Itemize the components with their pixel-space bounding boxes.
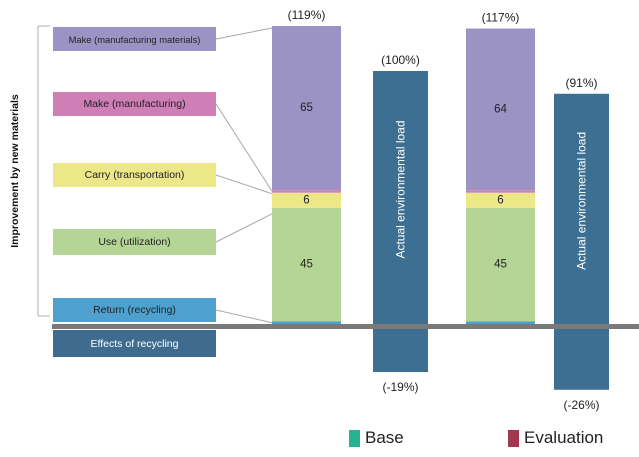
- stack-2-value-3: 6: [497, 194, 503, 206]
- stack-2-total-label: (117%): [482, 11, 520, 25]
- load-bar-2-text: Actual environmental load: [575, 132, 589, 270]
- category-box-4: [53, 229, 216, 255]
- connector-line-5: [215, 309, 273, 324]
- category-label-6: Effects of recycling: [90, 337, 179, 350]
- legend-item-evaluation: Evaluation: [508, 428, 603, 448]
- stack-1-segment-2: [272, 207, 341, 322]
- legend-swatch-evaluation: [508, 429, 519, 447]
- category-box-6: [53, 330, 216, 357]
- stack-1-value-5: 65: [300, 102, 313, 114]
- category-box-1: [53, 27, 216, 51]
- connector-line-1: [215, 27, 273, 40]
- load-bar-1-top-label: (100%): [381, 53, 420, 67]
- load-bar-1: [373, 71, 428, 373]
- stack-1-segment-5: [272, 26, 341, 191]
- category-label-5: Return (recycling): [93, 304, 176, 316]
- legend-item-base: Base: [349, 428, 404, 448]
- stack-2-segment-4: [466, 190, 535, 193]
- stack-2-segment-1: [466, 321, 535, 324]
- category-label-3: Carry (transportation): [84, 169, 185, 181]
- category-box-3: [53, 163, 216, 187]
- connector-line-3: [215, 174, 273, 195]
- stack-1-segment-4: [272, 190, 341, 193]
- category-box-2: [53, 92, 216, 116]
- category-label-1: Make (manufacturing materials): [68, 33, 201, 45]
- stack-1-total-label: (119%): [288, 8, 326, 22]
- legend-label-base: Base: [365, 428, 404, 447]
- stack-2-segment-2: [466, 207, 535, 322]
- load-bar-1-text: Actual environmental load: [394, 120, 408, 258]
- stack-2-value-5: 64: [494, 103, 507, 115]
- load-bar-2-top-label: (91%): [565, 76, 597, 90]
- y-axis-label: Improvement by new materials: [9, 94, 21, 248]
- load-bar-2: [554, 93, 609, 390]
- legend: Base Evaluation: [0, 428, 639, 452]
- stack-1-value-2: 45: [300, 259, 313, 271]
- load-bar-1-bottom-label: (-19%): [382, 380, 418, 394]
- stack-1-segment-1: [272, 321, 341, 324]
- load-bar-2-bottom-label: (-26%): [563, 398, 599, 412]
- connector-line-4: [215, 213, 273, 243]
- connector-line-2: [215, 103, 273, 192]
- stack-2-segment-3: [466, 192, 535, 208]
- stack-2-value-2: 45: [494, 259, 507, 271]
- legend-label-evaluation: Evaluation: [524, 428, 604, 447]
- legend-swatch-base: [349, 429, 360, 447]
- category-label-2: Make (manufacturing): [83, 98, 186, 110]
- stack-1-value-3: 6: [303, 194, 309, 206]
- baseline: [52, 324, 639, 329]
- stack-2-segment-5: [466, 28, 535, 191]
- category-label-4: Use (utilization): [98, 236, 171, 248]
- category-box-5: [53, 298, 216, 322]
- stack-1-segment-3: [272, 192, 341, 208]
